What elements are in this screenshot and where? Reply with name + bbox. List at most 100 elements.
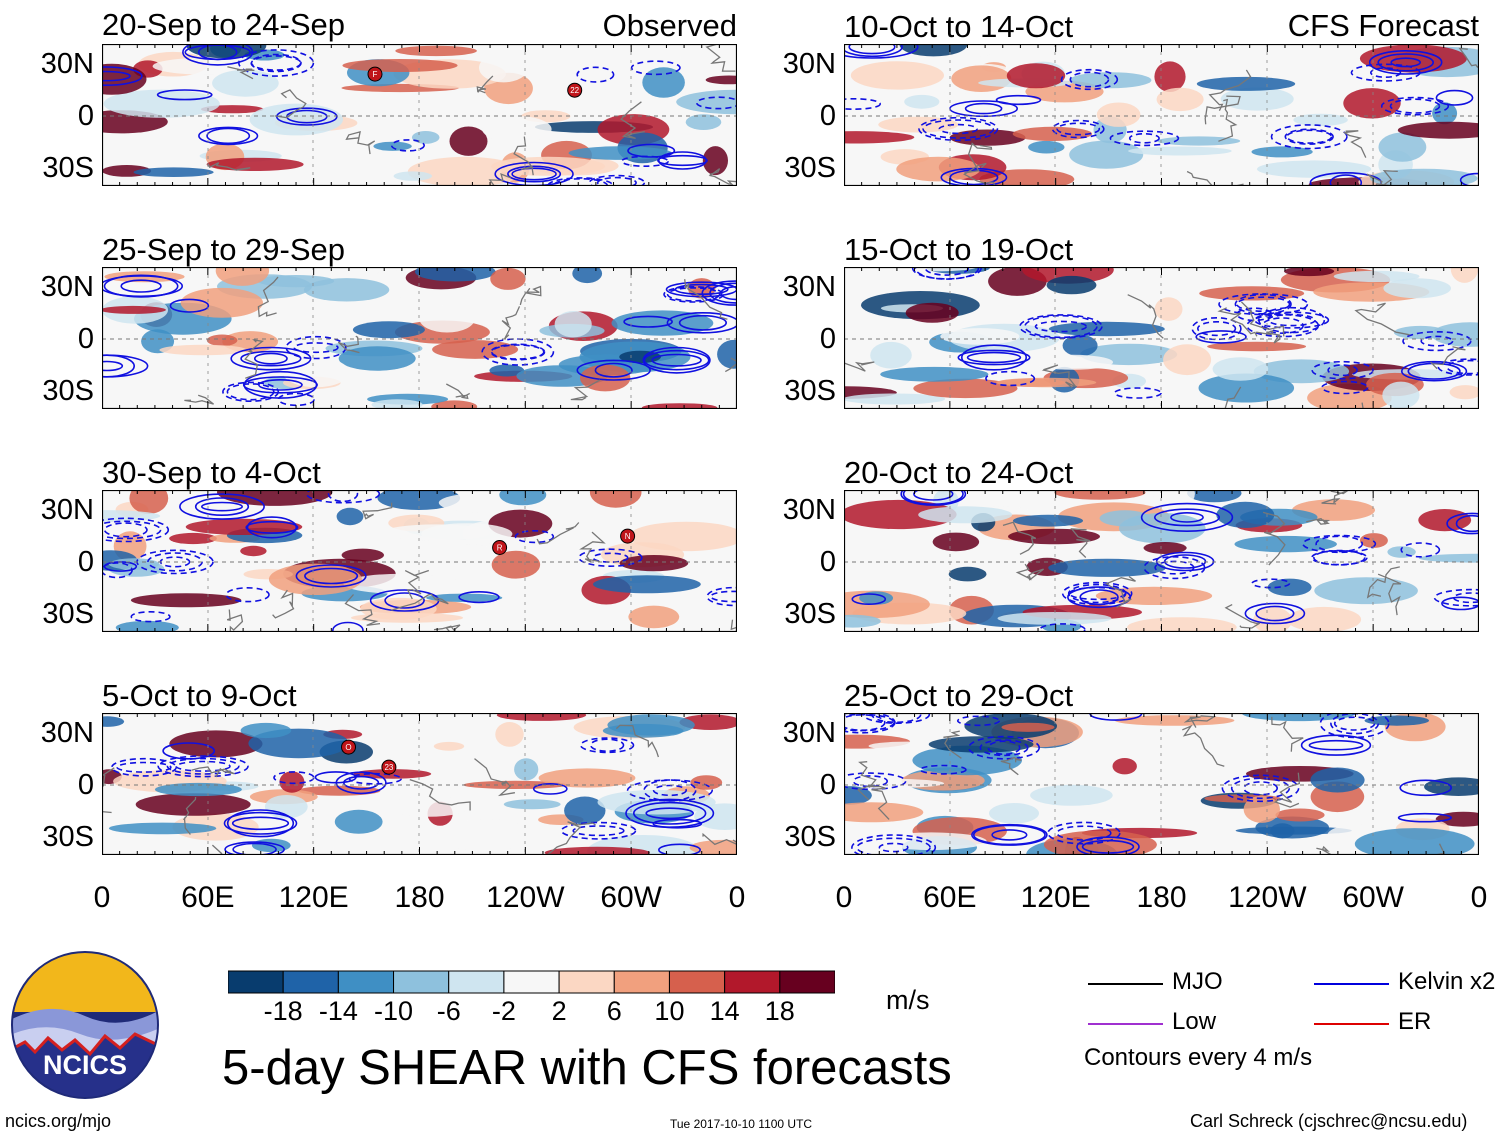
shear-anomaly-cell — [426, 593, 503, 602]
coastline — [1186, 170, 1244, 186]
shear-anomaly-cell — [130, 713, 166, 727]
shear-anomaly-cell — [870, 341, 912, 369]
shear-anomaly-cell — [102, 716, 125, 727]
shear-anomaly-cell — [353, 769, 432, 779]
kelvin-contour — [919, 764, 967, 775]
coastline — [1218, 98, 1238, 142]
shear-anomaly-cell — [1199, 286, 1305, 301]
kelvin-contour — [1051, 119, 1105, 139]
colorbar-swatch — [613, 970, 670, 994]
kelvin-contour — [1321, 380, 1369, 395]
colorbar-swatch — [337, 970, 395, 994]
website-link[interactable]: ncics.org/mjo — [5, 1111, 112, 1131]
kelvin-contour — [576, 66, 615, 83]
kelvin-contour — [924, 267, 970, 276]
kelvin-contour — [231, 816, 290, 831]
kelvin-contour — [102, 520, 162, 540]
kelvin-contour — [1300, 734, 1372, 756]
shear-anomaly-cell — [1364, 715, 1429, 726]
colorbar-label: 14 — [709, 996, 740, 1026]
kelvin-contour — [848, 44, 896, 55]
shear-anomaly-cell — [415, 267, 496, 282]
colorbar-label: -6 — [436, 996, 461, 1026]
shear-anomaly-cell — [279, 771, 305, 793]
shear-anomaly-cell — [264, 795, 308, 819]
kelvin-contour — [651, 353, 702, 367]
shear-map-panel: 22 F — [102, 44, 737, 186]
lat-tick-label: 30S — [784, 375, 836, 407]
coastline — [1316, 845, 1334, 855]
ncics-logo: NCICS — [10, 950, 160, 1100]
kelvin-contour — [1140, 502, 1234, 532]
shear-anomaly-cell — [1382, 381, 1420, 409]
kelvin-contour — [1191, 316, 1242, 341]
shear-anomaly-cell — [1220, 87, 1294, 111]
shear-anomaly-cell — [185, 518, 303, 535]
contour-note: Contours every 4 m/s — [1084, 1044, 1313, 1071]
shear-anomaly-cell — [1163, 344, 1212, 376]
shear-anomaly-cell — [896, 156, 981, 182]
legend-label: MJO — [1172, 968, 1223, 995]
shear-anomaly-cell — [1383, 278, 1451, 299]
kelvin-contour — [1315, 535, 1364, 553]
shear-anomaly-cell — [421, 523, 513, 545]
shear-anomaly-cell — [949, 129, 1026, 146]
logo-text: NCICS — [42, 1050, 127, 1080]
shear-anomaly-cell — [419, 304, 475, 333]
kelvin-contour — [1437, 358, 1479, 376]
kelvin-contour — [110, 757, 178, 777]
shear-anomaly-cell — [496, 713, 587, 721]
kelvin-contour — [1255, 605, 1295, 622]
kelvin-contour — [384, 592, 425, 609]
kelvin-contour — [175, 760, 231, 772]
kelvin-contour — [979, 739, 1029, 757]
shear-anomaly-cell — [360, 597, 437, 620]
shear-anomaly-cell — [499, 490, 547, 506]
kelvin-contour — [1452, 592, 1479, 604]
panel-title: 10-Oct to 14-Oct — [844, 9, 1074, 44]
shear-anomaly-cell — [1143, 542, 1187, 554]
kelvin-contour — [643, 779, 697, 802]
lat-tick-label: 30N — [40, 494, 94, 526]
shear-anomaly-cell — [1243, 795, 1280, 823]
kelvin-contour — [1143, 555, 1206, 580]
lat-tick-label: 30S — [42, 152, 94, 184]
kelvin-contour — [1060, 68, 1119, 91]
lat-tick-label: 30S — [784, 152, 836, 184]
kelvin-contour — [643, 349, 710, 371]
coastline — [579, 531, 606, 563]
shear-map-panel: 23 O — [102, 713, 737, 855]
shear-anomaly-cell — [912, 745, 1022, 776]
shear-anomaly-cell — [1234, 535, 1337, 553]
kelvin-contour — [1284, 128, 1334, 145]
kelvin-contour — [964, 102, 1003, 115]
lat-tick-label: 0 — [77, 323, 94, 355]
kelvin-contour — [589, 738, 625, 753]
lat-tick-label: 30N — [40, 717, 94, 749]
kelvin-contour — [223, 811, 298, 835]
coastline — [570, 379, 601, 401]
kelvin-contour — [514, 529, 555, 544]
kelvin-contour — [285, 335, 347, 360]
shear-anomaly-cell — [342, 59, 458, 72]
kelvin-contour — [657, 151, 707, 170]
kelvin-contour — [232, 842, 277, 855]
lat-tick-label: 0 — [819, 323, 836, 355]
colorbar-label: 6 — [606, 996, 622, 1026]
lat-tick-label: 30N — [40, 48, 94, 80]
kelvin-contour — [250, 53, 302, 73]
shear-anomaly-cell — [169, 532, 217, 545]
colorbar-label: -10 — [374, 996, 414, 1026]
kelvin-contour — [1195, 330, 1247, 344]
coastline — [227, 66, 255, 80]
kelvin-contour — [253, 352, 288, 365]
lon-tick-label: 120E — [278, 881, 349, 914]
shear-anomaly-cell — [904, 94, 940, 109]
kelvin-contour — [913, 490, 954, 501]
coastline — [943, 730, 962, 759]
shear-anomaly-cell — [951, 65, 1012, 92]
shear-anomaly-cell — [844, 786, 872, 805]
coastline — [184, 394, 214, 405]
coastline — [409, 778, 471, 811]
kelvin-contour — [1400, 542, 1441, 558]
